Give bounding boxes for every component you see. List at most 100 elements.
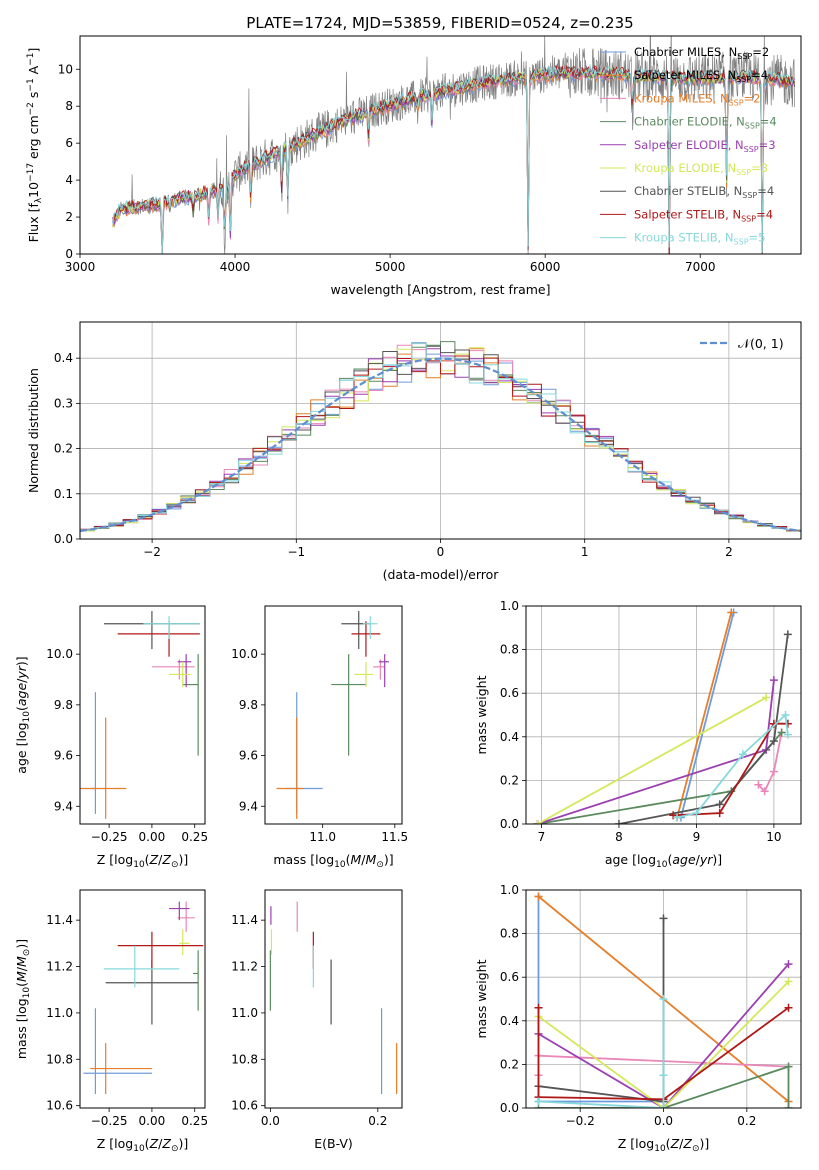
errorbar-kroupa_stelib (143, 616, 200, 639)
legend-label-gaussian: 𝒩(0, 1) (738, 336, 784, 351)
y-tick-label: 9.8 (54, 698, 73, 712)
y-tick-label: 11.2 (231, 960, 258, 974)
marker-kroupa_stelib (738, 750, 747, 759)
plot-area-age_vs_Z (80, 611, 200, 819)
legend-label-kroupa_elodie: Kroupa ELODIE, NSSP=3 (634, 161, 768, 177)
legend-label-kroupa_miles: Kroupa MILES, NSSP=2 (634, 91, 760, 107)
axis-label: age [log10(age/yr)] (14, 656, 32, 773)
plot-area-massweight_vs_age (533, 608, 792, 824)
figure-title: PLATE=1724, MJD=53859, FIBERID=0524, z=0… (246, 14, 633, 32)
marker-salpeter_elodie (769, 676, 778, 685)
marker-kroupa_stelib (659, 995, 668, 1003)
errorbar-chabrier_miles (90, 692, 97, 814)
errorbar-kroupa_elodie (179, 929, 190, 955)
line-kroupa_elodie (537, 696, 767, 824)
x-tick-label: 6000 (530, 260, 561, 274)
series-chabrier_miles (534, 892, 668, 1106)
marker-salpeter_stelib (783, 719, 792, 728)
errorbar-salpeter_elodie (177, 654, 192, 688)
errorbar-salpeter_stelib (117, 931, 204, 969)
y-tick-label: 9.8 (239, 698, 258, 712)
marker-chabrier_stelib (769, 737, 778, 746)
legend-label-kroupa_stelib: Kroupa STELIB, NSSP=5 (634, 231, 765, 247)
y-tick-label: 9.6 (54, 749, 73, 763)
gaussian-curve (80, 357, 801, 533)
y-tick-label: 9.4 (239, 799, 258, 813)
axis-label: Flux [fλ10−17 erg cm−2 s−1 A−1] (26, 48, 44, 243)
x-tick-label: 0.25 (181, 830, 208, 844)
marker-kroupa_miles (760, 787, 769, 796)
x-tick-label: −0.25 (91, 830, 128, 844)
y-axis-label: Normed distribution (26, 368, 41, 493)
errorbar-kroupa_miles (177, 901, 195, 932)
y-tick-label: 0.4 (500, 730, 519, 744)
x-tick-label: 0.00 (139, 1114, 166, 1128)
y-tick-label: 0.4 (500, 1014, 519, 1028)
errorbar-chabrier_elodie (331, 654, 366, 756)
errorbar-salpeter_stelib (351, 621, 381, 657)
errorbar-kroupa_stelib (103, 945, 180, 988)
y-tick-label: 9.4 (54, 799, 73, 813)
legend-label-salpeter_stelib: Salpeter STELIB, NSSP=4 (634, 207, 773, 223)
panel-spectrum: 3000 4000 5000 6000 7000 0 2 4 6 8 10 wavelength [A… (26, 35, 802, 297)
axes-frame (525, 605, 802, 825)
marker-kroupa_elodie (784, 977, 793, 986)
line-salpeter_stelib (537, 1006, 790, 1101)
legend-label-salpeter_elodie: Salpeter ELODIE, NSSP=3 (634, 138, 776, 154)
x-tick-label: 5000 (375, 260, 406, 274)
y-tick-label: 11.4 (46, 913, 73, 927)
marker-kroupa_stelib (692, 809, 701, 818)
plot-area-age_vs_mass (276, 611, 390, 819)
panel-mass_vs_Z: −0.25 0.00 0.25 10.6 10.8 11.0 11.2 11.4 Z [log1… (14, 889, 208, 1154)
axis-label: mass [log10(M/M⊙)] (14, 939, 32, 1059)
panel-residual_hist: −2 −1 0 1 2 0.0 0.1 0.2 0.3 0.4 𝒩(0, 1) (data-model… (26, 321, 802, 582)
x-tick-label: 0.25 (181, 1114, 208, 1128)
errorbar-salpeter_miles (80, 717, 127, 819)
marker-salpeter_stelib (715, 809, 724, 818)
y-tick-label: 0.8 (500, 643, 519, 657)
x-tick-label: 11.0 (309, 830, 336, 844)
marker-kroupa_stelib (783, 730, 792, 739)
legend-label-chabrier_stelib: Chabrier STELIB, NSSP=4 (634, 184, 774, 200)
x-axis-label: wavelength [Angstrom, rest frame] (330, 282, 550, 297)
legend-label-chabrier_miles: Chabrier MILES, NSSP=2 (634, 45, 769, 61)
y-tick-label: 0.2 (500, 1057, 519, 1071)
y-tick-label: 1.0 (500, 883, 519, 897)
y-tick-label: 0.1 (54, 487, 73, 501)
x-tick-label: 0.0 (654, 1114, 673, 1128)
plot-area-spectrum (112, 36, 796, 254)
x-axis-label: (data-model)/error (383, 567, 500, 582)
errorbar-kroupa_miles (151, 659, 195, 680)
series-chabrier_stelib (614, 630, 792, 824)
y-tick-label: 10.0 (231, 647, 258, 661)
y-tick-label: 0.6 (500, 970, 519, 984)
x-tick-label: 11.5 (381, 830, 408, 844)
panel-massweight_vs_Z: −0.2 0.0 0.2 0.0 0.2 0.4 0.6 0.8 1.0 Z [log10(Z/Z… (474, 883, 802, 1154)
errorbar-chabrier_miles (83, 1008, 152, 1095)
y-tick-label: 11.2 (46, 960, 73, 974)
line-salpeter_miles (676, 612, 733, 818)
errorbar-kroupa_elodie (354, 661, 374, 688)
plot-area-massweight_vs_Z (534, 892, 793, 1108)
y-tick-label: 10.8 (46, 1052, 73, 1066)
marker-chabrier_elodie (777, 728, 786, 737)
y-tick-label: 6 (65, 136, 73, 150)
series-chabrier_miles (676, 608, 738, 822)
y-tick-label: 11.0 (231, 1006, 258, 1020)
y-tick-label: 0.0 (54, 532, 73, 546)
line-salpeter_elodie (538, 963, 790, 1108)
errorbar-salpeter_elodie (169, 901, 190, 921)
y-tick-label: 2 (65, 210, 73, 224)
line-salpeter_elodie (537, 680, 775, 824)
marker-kroupa_stelib (659, 1071, 668, 1080)
y-axis-label: mass weight (474, 675, 489, 754)
y-tick-label: 1.0 (500, 599, 519, 613)
marker-chabrier_elodie (784, 1104, 793, 1108)
errorbar-chabrier_stelib (105, 959, 199, 1025)
x-tick-label: −1 (287, 545, 305, 559)
axes-frame (79, 889, 206, 1109)
y-tick-label: 0.3 (54, 396, 73, 410)
x-tick-label: 0.0 (261, 1114, 280, 1128)
panel-age_vs_mass: 11.0 11.5 9.4 9.6 9.8 10.0 mass [log10(M/M⊙)] (231, 605, 408, 870)
